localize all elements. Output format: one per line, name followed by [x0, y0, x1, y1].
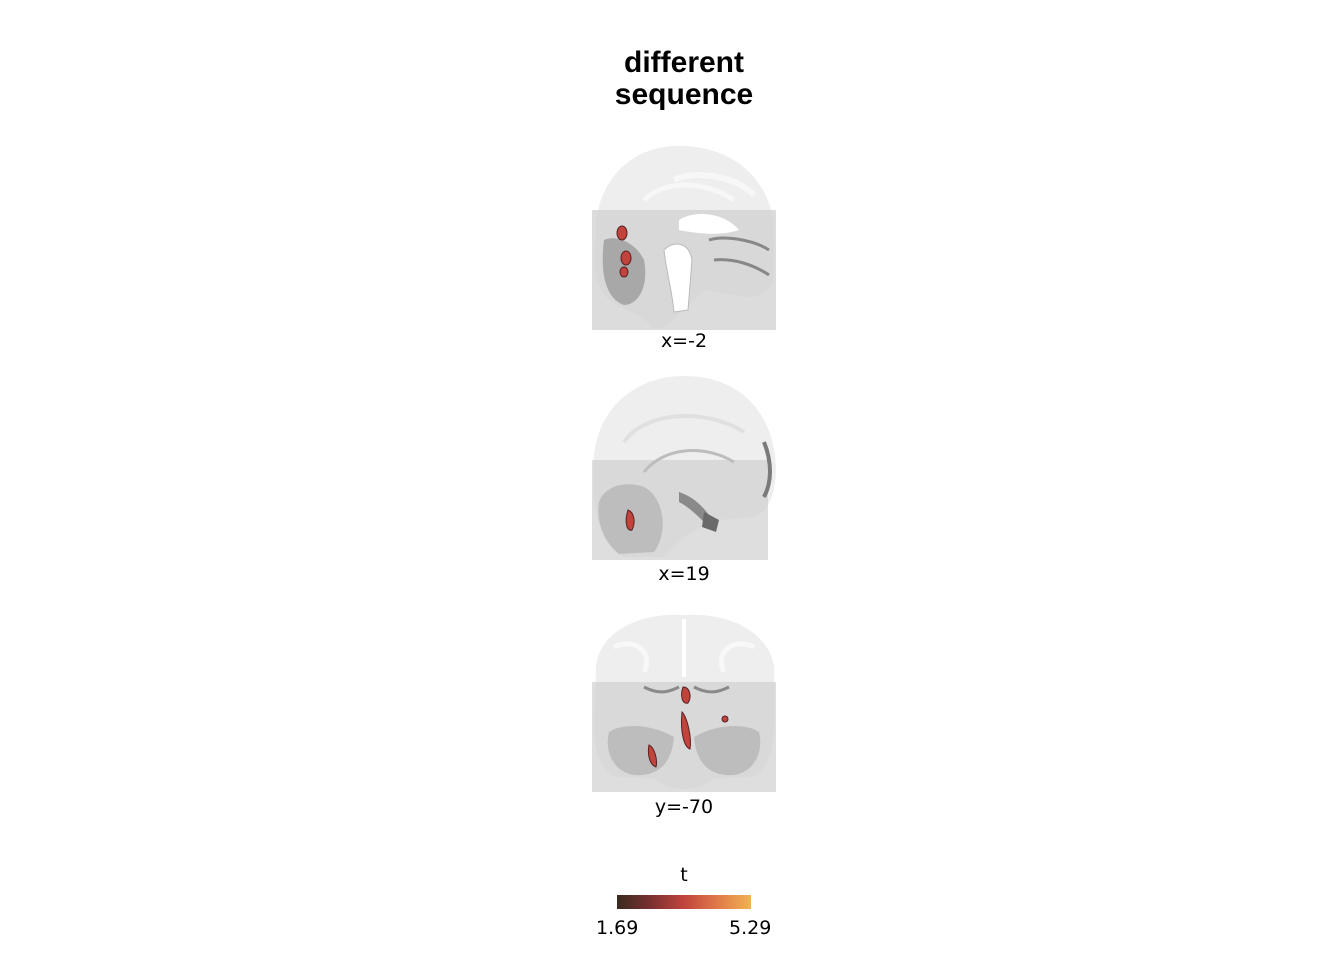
colorbar-gradient	[617, 895, 751, 909]
slice-coordinate-label: x=-2	[660, 330, 708, 352]
colorbar-title: t	[680, 864, 688, 886]
colorbar-max-label: 5.29	[729, 917, 772, 939]
figure-title-line1: different	[624, 46, 744, 79]
brain-slice-coronal	[584, 607, 784, 797]
figure-title-line2: sequence	[614, 78, 754, 111]
brain-slice-sagittal-1	[584, 140, 784, 330]
brain-slice-sagittal-2	[584, 372, 784, 562]
slice-coordinate-label: x=19	[658, 563, 710, 585]
colorbar-min-label: 1.69	[596, 917, 639, 939]
slice-coordinate-label: y=-70	[654, 796, 714, 818]
